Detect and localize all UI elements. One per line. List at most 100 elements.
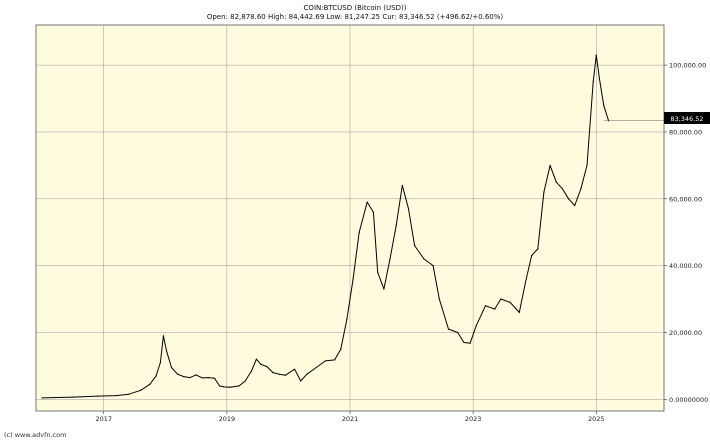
- price-point: [407, 208, 410, 210]
- price-point: [366, 201, 368, 203]
- price-point: [334, 359, 336, 361]
- price-point: [358, 231, 360, 233]
- price-point: [592, 81, 594, 83]
- price-point: [244, 380, 246, 382]
- price-point: [96, 395, 99, 397]
- price-point: [463, 341, 465, 344]
- price-point: [218, 385, 221, 387]
- price-point: [352, 278, 354, 280]
- price-point: [586, 164, 588, 166]
- price-point: [229, 386, 231, 388]
- price-point: [531, 254, 533, 257]
- price-point: [165, 350, 168, 352]
- price-point: [598, 77, 600, 80]
- series-layer: [41, 54, 664, 399]
- price-point: [155, 375, 157, 377]
- price-point: [469, 342, 471, 344]
- price-point: [580, 188, 582, 190]
- price-point: [509, 301, 511, 303]
- price-point: [414, 244, 416, 247]
- price-point: [250, 370, 253, 372]
- x-tick-label: 2025: [588, 415, 605, 423]
- price-point: [377, 271, 379, 273]
- x-tick-label: 2023: [465, 415, 482, 423]
- price-point: [494, 308, 496, 310]
- price-point: [484, 305, 487, 307]
- price-point: [127, 393, 129, 395]
- price-point: [162, 335, 165, 337]
- price-point: [401, 184, 403, 187]
- price-point: [159, 361, 161, 364]
- price-point: [537, 248, 539, 250]
- y-tick-label: 40,000.00: [669, 262, 702, 270]
- price-point: [438, 298, 440, 300]
- x-axis: 2017 2019 2021 2023 2025: [95, 411, 605, 423]
- price-point: [189, 376, 191, 379]
- price-point: [140, 389, 142, 391]
- price-point: [213, 377, 216, 379]
- price-point: [300, 380, 302, 382]
- price-point: [149, 383, 151, 385]
- price-point: [195, 374, 197, 376]
- price-point: [500, 298, 502, 300]
- price-point: [72, 396, 74, 398]
- current-price-label: 83,346.52: [670, 115, 703, 123]
- gridlines: [36, 25, 664, 411]
- price-point: [284, 374, 286, 376]
- price-point: [170, 366, 173, 369]
- price-point: [238, 385, 240, 387]
- price-point: [306, 373, 308, 375]
- price-point: [423, 258, 425, 260]
- price-point: [201, 377, 203, 379]
- watermark-text: Must Check: [603, 409, 690, 427]
- price-point: [41, 397, 43, 399]
- x-tick-label: 2019: [219, 415, 236, 423]
- price-point: [177, 373, 179, 375]
- price-point: [383, 288, 385, 290]
- price-point: [272, 371, 274, 374]
- price-point: [447, 328, 450, 330]
- site-credit: (c) www.advfn.com: [4, 431, 66, 439]
- price-point: [395, 224, 397, 227]
- price-point: [475, 325, 477, 327]
- price-point: [324, 360, 326, 362]
- price-point: [574, 204, 576, 207]
- price-point: [260, 363, 262, 365]
- price-point: [603, 104, 605, 106]
- price-point: [432, 265, 434, 267]
- chart-symbol-title: COIN:BTCUSD (Bitcoin (USD)): [304, 4, 407, 12]
- y-tick-label: 60,000.00: [669, 195, 702, 203]
- price-point: [255, 358, 258, 360]
- price-point: [595, 54, 597, 56]
- price-point: [115, 395, 117, 397]
- x-tick-label: 2017: [95, 415, 112, 423]
- y-tick-label: 20,000.00: [669, 329, 702, 337]
- price-point: [561, 188, 564, 190]
- price-point: [372, 211, 374, 213]
- price-point: [567, 198, 570, 200]
- x-tick-label: 2021: [342, 415, 359, 423]
- price-point: [346, 318, 348, 320]
- price-point: [524, 281, 527, 283]
- y-tick-label: 0.00000000: [669, 396, 708, 404]
- price-point: [207, 376, 209, 379]
- price-point: [278, 373, 280, 375]
- price-point: [340, 348, 342, 350]
- y-axis: 0.00000000 20,000.00 40,000.00 60,000.00 80,…: [664, 62, 708, 404]
- price-point: [315, 366, 317, 369]
- price-point: [549, 164, 551, 166]
- y-tick-label: 80,000.00: [669, 128, 702, 136]
- current-price-tag: [664, 112, 710, 124]
- price-point: [389, 258, 391, 260]
- price-point: [555, 181, 557, 183]
- price-point: [518, 311, 520, 314]
- price-point: [457, 331, 459, 334]
- price-point: [543, 191, 545, 193]
- price-point: [183, 375, 185, 378]
- price-point: [293, 368, 296, 370]
- y-tick-label: 100,000.00: [669, 62, 706, 70]
- chart-quote-summary: Open: 82,878.60 High: 84,442.69 Low: 81,…: [207, 13, 504, 21]
- price-point: [266, 365, 268, 368]
